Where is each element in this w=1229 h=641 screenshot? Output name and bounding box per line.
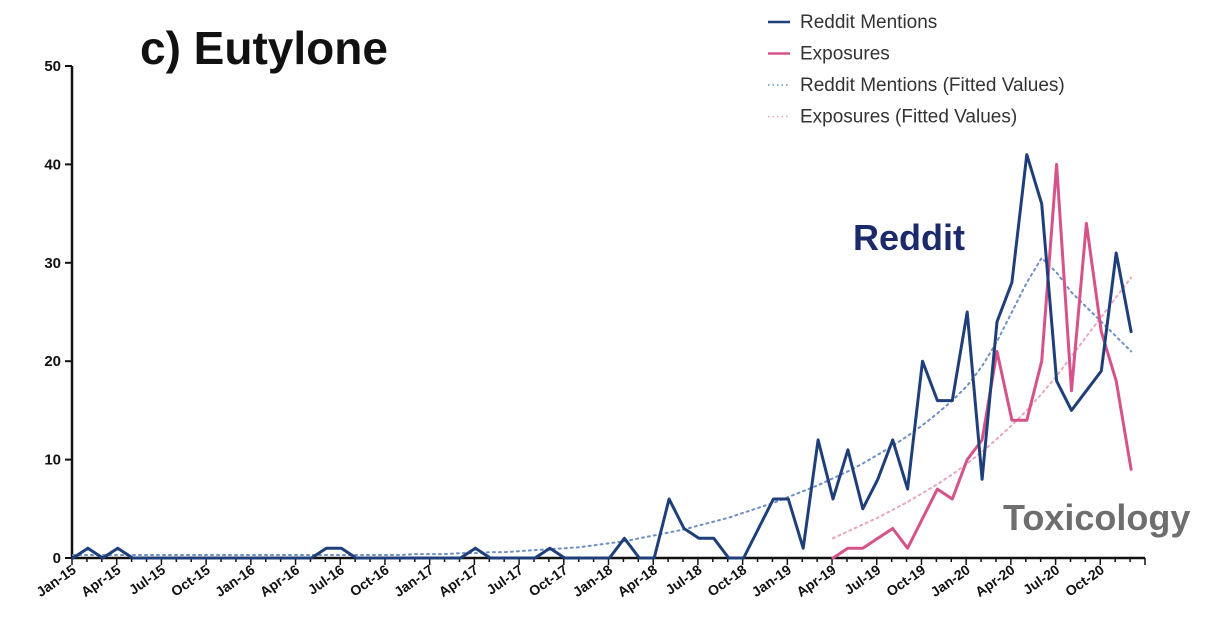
x-tick-label: Jul-17 xyxy=(483,561,525,597)
legend: Reddit Mentions Exposures Reddit Mentions … xyxy=(768,12,1065,128)
x-tick-label: Jan-15 xyxy=(33,561,79,600)
x-tick-label: Apr-20 xyxy=(972,561,1018,600)
legend-label: Reddit Mentions xyxy=(800,12,937,33)
x-tick-label: Jul-15 xyxy=(126,561,168,597)
x-tick-label: Jan-19 xyxy=(749,561,795,600)
x-tick-label: Jul-18 xyxy=(662,561,704,597)
annotation-reddit: Reddit xyxy=(853,217,965,258)
x-tick-label: Oct-19 xyxy=(883,561,928,599)
x-tick-label: Jul-16 xyxy=(305,561,347,597)
x-tick-label: Apr-16 xyxy=(257,561,303,600)
series-line-exposures xyxy=(831,162,1133,560)
y-tick-label: 30 xyxy=(44,255,61,272)
x-tick-label: Jan-16 xyxy=(212,561,258,600)
legend-label: Exposures (Fitted Values) xyxy=(800,107,1017,128)
x-tick-label: Jul-20 xyxy=(1020,561,1062,597)
x-tick-label: Oct-16 xyxy=(347,561,392,599)
x-tick-label: Jan-18 xyxy=(570,561,616,600)
x-tick-label: Apr-18 xyxy=(614,561,660,600)
x-tick-label: Apr-17 xyxy=(436,561,482,600)
x-tick-label: Jan-17 xyxy=(391,561,437,600)
series-line-reddit-mentions xyxy=(71,153,1133,560)
x-tick-label: Apr-19 xyxy=(793,561,839,600)
y-tick-label: 0 xyxy=(53,550,61,567)
x-tick-label: Jul-19 xyxy=(841,561,883,597)
series-line-reddit-mentions-fitted-values xyxy=(72,256,1133,556)
x-tick-label: Jan-20 xyxy=(927,561,973,600)
x-tick-label: Oct-20 xyxy=(1062,561,1107,599)
y-tick-label: 40 xyxy=(44,156,61,173)
x-tick-label: Oct-18 xyxy=(704,561,749,599)
x-tick-label: Apr-15 xyxy=(78,561,124,600)
series-layer xyxy=(71,153,1133,560)
y-tick-label: 50 xyxy=(44,58,61,75)
legend-label: Exposures xyxy=(800,44,890,65)
y-tick-label: 20 xyxy=(44,353,61,370)
x-tick-label: Oct-15 xyxy=(168,561,213,599)
y-tick-label: 10 xyxy=(44,452,61,469)
series-line-exposures-fitted-values xyxy=(832,276,1133,540)
x-tick-label: Oct-17 xyxy=(526,561,571,599)
chart-title: c) Eutylone xyxy=(140,22,388,74)
legend-label: Reddit Mentions (Fitted Values) xyxy=(800,75,1065,96)
annotation-toxicology: Toxicology xyxy=(1003,497,1190,538)
